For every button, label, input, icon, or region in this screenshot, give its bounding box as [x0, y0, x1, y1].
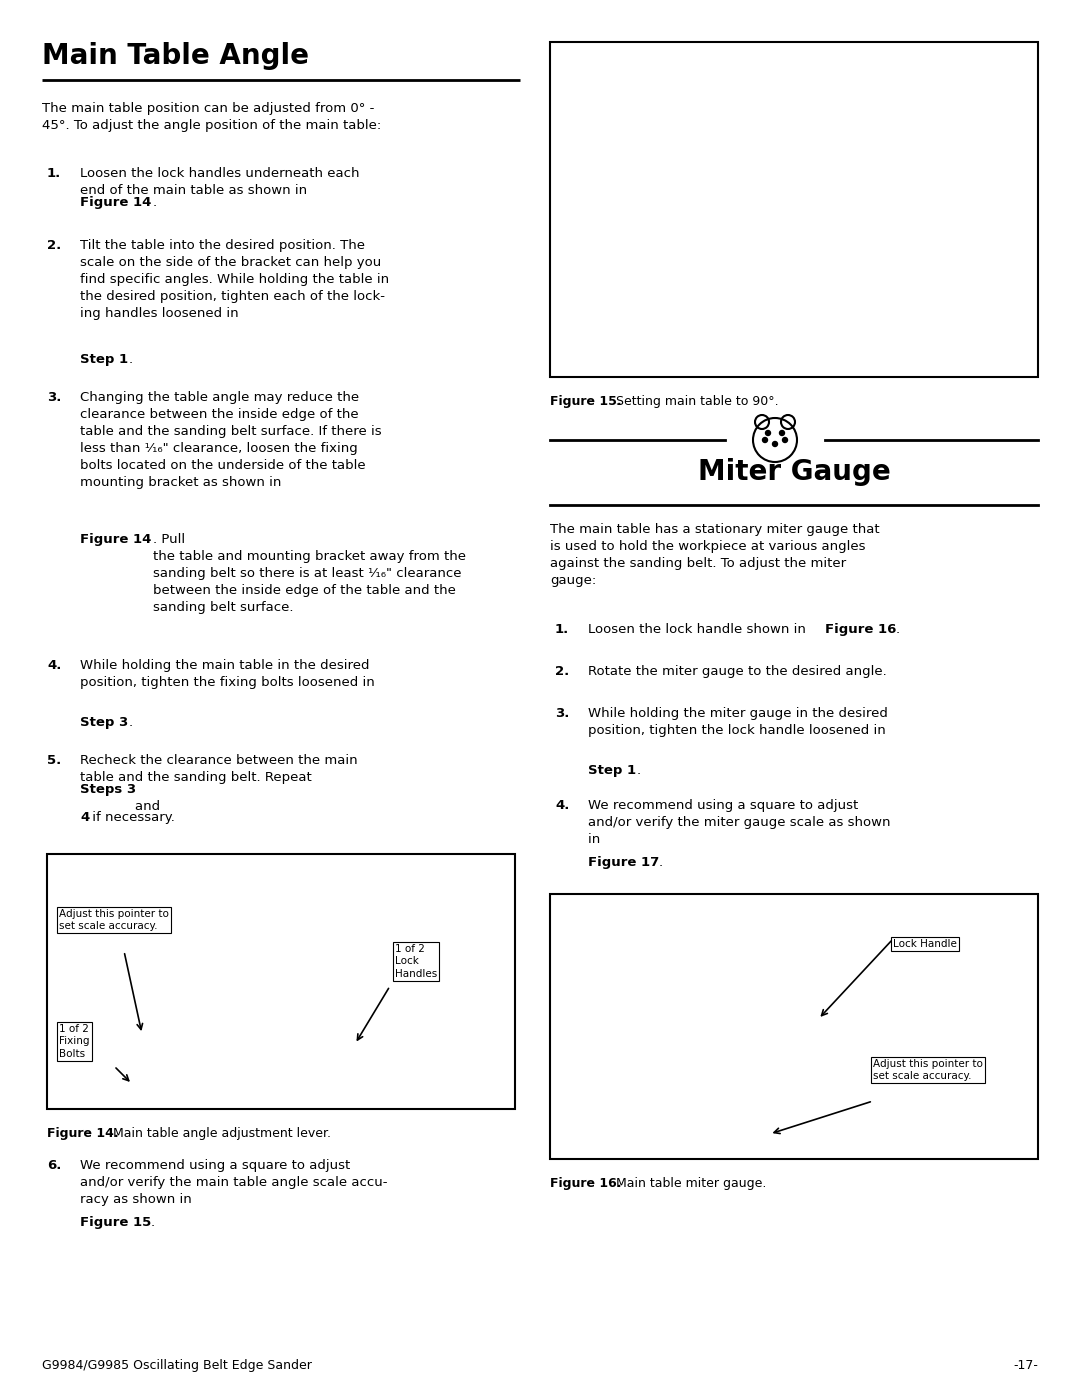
Text: .: .	[896, 623, 900, 636]
Text: Step 3: Step 3	[80, 717, 129, 729]
Text: and: and	[135, 782, 164, 813]
Text: Step 1: Step 1	[80, 353, 129, 366]
Text: Figure 14: Figure 14	[80, 196, 151, 208]
Text: Figure 15.: Figure 15.	[550, 395, 626, 408]
Text: -17-: -17-	[1013, 1359, 1038, 1372]
Text: if necessary.: if necessary.	[89, 812, 175, 824]
Text: . Pull
the table and mounting bracket away from the
sanding belt so there is at : . Pull the table and mounting bracket aw…	[153, 534, 465, 615]
Text: Adjust this pointer to
set scale accuracy.: Adjust this pointer to set scale accurac…	[59, 909, 168, 932]
Text: 1.: 1.	[555, 623, 569, 636]
Text: Miter Gauge: Miter Gauge	[698, 458, 890, 486]
Text: Main table miter gauge.: Main table miter gauge.	[616, 1178, 767, 1190]
Text: G9984/G9985 Oscillating Belt Edge Sander: G9984/G9985 Oscillating Belt Edge Sander	[42, 1359, 312, 1372]
Text: .: .	[129, 353, 133, 366]
Text: Steps 3: Steps 3	[80, 782, 136, 795]
Text: Recheck the clearance between the main
table and the sanding belt. Repeat: Recheck the clearance between the main t…	[80, 754, 357, 784]
Text: 2.: 2.	[555, 665, 569, 678]
Text: Adjust this pointer to
set scale accuracy.: Adjust this pointer to set scale accurac…	[873, 1059, 983, 1081]
Bar	[48, 854, 515, 1109]
Bar	[550, 894, 1038, 1160]
Text: Loosen the lock handle shown in: Loosen the lock handle shown in	[588, 623, 810, 636]
Bar	[550, 42, 1038, 377]
Text: .: .	[153, 196, 157, 208]
Text: Figure 14: Figure 14	[80, 534, 151, 546]
Text: 1.: 1.	[48, 168, 62, 180]
Text: 1 of 2
Fixing
Bolts: 1 of 2 Fixing Bolts	[59, 1024, 90, 1059]
Text: Changing the table angle may reduce the
clearance between the inside edge of the: Changing the table angle may reduce the …	[80, 391, 381, 489]
Circle shape	[780, 430, 784, 436]
Text: 4: 4	[80, 812, 90, 824]
Text: Main Table Angle: Main Table Angle	[42, 42, 309, 70]
Text: Rotate the miter gauge to the desired angle.: Rotate the miter gauge to the desired an…	[588, 665, 887, 678]
Text: 1 of 2
Lock
Handles: 1 of 2 Lock Handles	[395, 944, 437, 979]
Text: .: .	[129, 717, 133, 729]
Text: Figure 16: Figure 16	[825, 623, 896, 636]
Text: 4.: 4.	[555, 799, 569, 812]
Text: .: .	[151, 1215, 156, 1229]
Circle shape	[772, 441, 778, 447]
Circle shape	[766, 430, 770, 436]
Text: .: .	[636, 764, 640, 777]
Text: 2.: 2.	[48, 239, 62, 251]
Text: Lock Handle: Lock Handle	[893, 939, 957, 949]
Text: Figure 17: Figure 17	[588, 856, 659, 869]
Text: Figure 16.: Figure 16.	[550, 1178, 626, 1190]
Text: Tilt the table into the desired position. The
scale on the side of the bracket c: Tilt the table into the desired position…	[80, 239, 389, 320]
Text: 4.: 4.	[48, 659, 62, 672]
Text: While holding the miter gauge in the desired
position, tighten the lock handle l: While holding the miter gauge in the des…	[588, 707, 888, 754]
Text: While holding the main table in the desired
position, tighten the fixing bolts l: While holding the main table in the desi…	[80, 659, 375, 705]
Text: Figure 14.: Figure 14.	[48, 1127, 123, 1140]
Text: Loosen the lock handles underneath each
end of the main table as shown in: Loosen the lock handles underneath each …	[80, 168, 360, 197]
Text: 3.: 3.	[555, 707, 569, 719]
Text: 3.: 3.	[48, 391, 62, 404]
Text: The main table position can be adjusted from 0° -
45°. To adjust the angle posit: The main table position can be adjusted …	[42, 102, 381, 131]
Circle shape	[783, 437, 787, 443]
Text: 5.: 5.	[48, 754, 62, 767]
Text: Setting main table to 90°.: Setting main table to 90°.	[616, 395, 779, 408]
Text: Figure 15: Figure 15	[80, 1215, 151, 1229]
Text: Main table angle adjustment lever.: Main table angle adjustment lever.	[113, 1127, 330, 1140]
Text: We recommend using a square to adjust
and/or verify the miter gauge scale as sho: We recommend using a square to adjust an…	[588, 799, 891, 847]
Text: We recommend using a square to adjust
and/or verify the main table angle scale a: We recommend using a square to adjust an…	[80, 1160, 388, 1206]
Text: The main table has a stationary miter gauge that
is used to hold the workpiece a: The main table has a stationary miter ga…	[550, 522, 879, 587]
Text: Step 1: Step 1	[588, 764, 636, 777]
Circle shape	[762, 437, 768, 443]
Text: 6.: 6.	[48, 1160, 62, 1172]
Text: .: .	[659, 856, 663, 869]
